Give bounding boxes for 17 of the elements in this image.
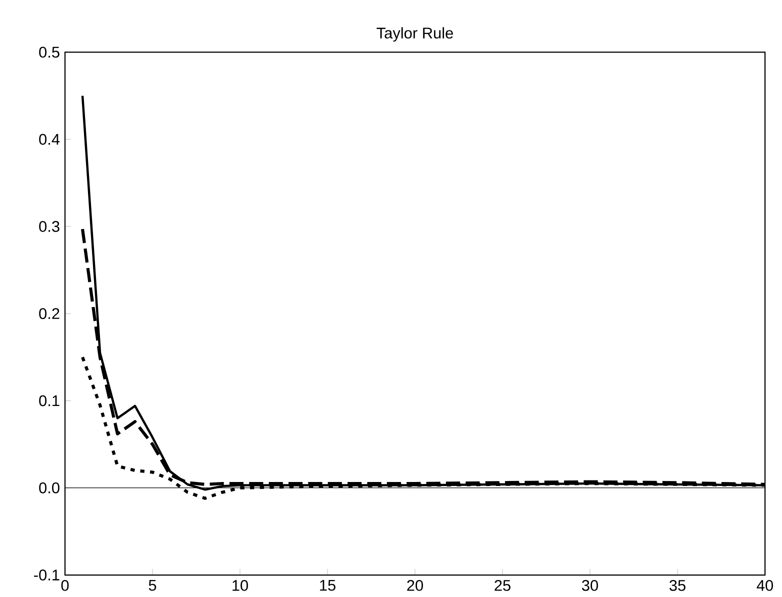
y-tick-label: -0.1: [34, 570, 60, 580]
y-tick-label: 0.0: [39, 482, 60, 494]
x-tick-label: 20: [407, 580, 423, 591]
y-tick-label: 0.1: [39, 395, 60, 406]
chart-title: Taylor Rule: [376, 27, 453, 42]
x-tick-label: 5: [148, 580, 156, 591]
y-tick-label: 0.5: [39, 46, 60, 58]
x-tick-label: 35: [670, 580, 686, 591]
y-tick-label: 0.4: [39, 134, 60, 145]
x-tick-label: 15: [320, 580, 336, 591]
x-tick-label: 10: [232, 580, 248, 591]
x-tick-label: 40: [756, 580, 773, 591]
x-tick-label: 0: [61, 580, 69, 591]
y-tick-label: 0.3: [39, 221, 60, 232]
y-tick-label: 0.2: [39, 308, 60, 320]
x-tick-label: 30: [582, 580, 598, 591]
x-tick-label: 25: [494, 580, 510, 591]
